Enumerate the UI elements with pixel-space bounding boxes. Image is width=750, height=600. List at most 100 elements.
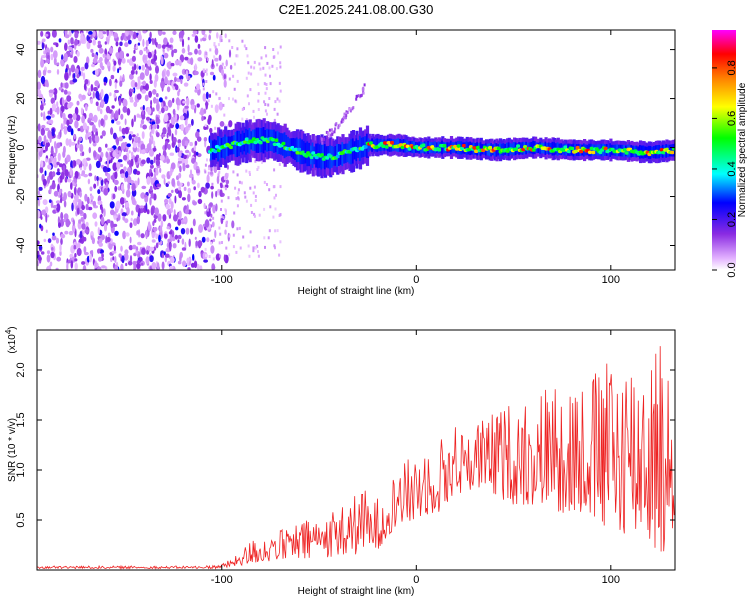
spectrogram-cell: [278, 162, 281, 166]
snr-series-line: [37, 346, 675, 570]
spectrogram-cell: [252, 109, 255, 113]
spectrogram-cell: [81, 261, 86, 265]
colorbar: 0.0 0.2 0.4 0.6 0.8 Normalized spectral ampl…: [712, 30, 748, 278]
spectrogram-cell: [95, 90, 100, 99]
spectrogram-cell: [225, 179, 230, 185]
spectrogram-cell: [41, 42, 45, 50]
spectrogram-cell: [245, 169, 248, 173]
spectrogram-cell: [361, 87, 364, 91]
spectrogram-cell: [575, 145, 580, 150]
spectrogram-cell: [325, 156, 330, 160]
spectrogram-cell: [221, 62, 224, 66]
spectrogram-cell: [160, 134, 166, 138]
spectrogram-cell: [186, 97, 190, 107]
spectrogram-cell: [97, 227, 100, 235]
spectrogram-cell: [54, 157, 57, 163]
spectrogram-cell: [153, 140, 156, 147]
spectrogram-cell: [140, 123, 143, 128]
spectrogram-cell: [265, 54, 268, 58]
spectrogram-cell: [254, 246, 257, 250]
spectrogram-cell: [146, 250, 150, 255]
spectrogram-cell: [314, 155, 320, 160]
spectrogram-cell: [191, 179, 196, 185]
spectrogram-cell: [86, 30, 89, 34]
spectrogram-cell: [38, 194, 43, 201]
spectrogram-cell: [112, 256, 115, 261]
spectrogram-cell: [56, 256, 62, 262]
spectrogram-ylabel: Frequency (Hz): [7, 116, 18, 185]
spectrogram-cell: [76, 247, 82, 257]
spectrogram-cell: [340, 120, 343, 124]
spectrogram-cell: [201, 115, 204, 122]
spectrogram-cell: [343, 112, 346, 116]
spectrogram-cell: [224, 33, 227, 39]
spectrogram-cell: [144, 194, 147, 198]
spectrogram-cell: [40, 251, 45, 255]
spectrogram-cell: [45, 229, 48, 234]
spectrogram-cell: [126, 175, 132, 184]
spectrogram-cell: [111, 110, 114, 118]
spectrogram-cell: [51, 247, 54, 251]
spectrogram-cell: [74, 170, 79, 179]
spectrogram-cell: [156, 124, 160, 129]
spectrogram-cell: [141, 185, 147, 190]
spectrogram-cell: [206, 158, 208, 162]
spectrogram-cell: [72, 219, 76, 226]
spectrogram-cell: [122, 74, 125, 82]
spectrogram-cell: [270, 137, 276, 142]
spectrogram-cell: [130, 158, 134, 167]
spectrogram-cell: [173, 214, 178, 222]
spectrogram-cell: [72, 78, 78, 83]
spectrogram-cell: [279, 240, 282, 244]
spectrogram-cell: [47, 238, 52, 244]
spectrogram-cell: [37, 81, 41, 90]
spectrogram-cell: [60, 123, 64, 132]
spectrogram-cell: [161, 70, 165, 79]
spectrogram-cell: [109, 92, 112, 97]
spectrogram-cell: [345, 116, 347, 120]
spectrogram-cell: [154, 62, 157, 66]
spectrogram-cell: [74, 253, 77, 258]
spectrogram-cell: [385, 139, 389, 151]
spectrogram-cell: [182, 260, 187, 268]
spectrogram-cell: [137, 177, 140, 186]
spectrogram-cell: [90, 84, 94, 92]
spectrogram-cell: [125, 262, 128, 267]
spectrogram-cell: [87, 132, 92, 136]
spectrogram-cell: [103, 81, 107, 86]
spectrogram-cell: [67, 91, 72, 95]
spectrogram-cell: [384, 145, 390, 149]
spectrogram-cell: [74, 32, 79, 39]
spectrogram-cell: [44, 127, 50, 131]
spectrogram-cell: [66, 262, 69, 270]
spectrogram-cell: [187, 181, 190, 187]
spectrogram-cell: [175, 113, 178, 121]
spectrogram-cell: [74, 38, 78, 46]
spectrogram-cell: [253, 214, 256, 218]
spectrogram-cell: [208, 93, 212, 98]
spectrogram-cell: [93, 87, 98, 92]
spectrogram-cell: [137, 241, 142, 246]
spectrogram-cell: [178, 99, 181, 106]
spectrogram-cell: [563, 145, 568, 149]
spectrogram-cell: [155, 116, 160, 125]
spectrogram-cell: [263, 236, 266, 240]
spectrogram-cell: [146, 116, 150, 121]
spectrogram-cell: [134, 156, 138, 163]
spectrogram-cell: [165, 203, 170, 210]
spectrogram-cell: [181, 38, 185, 48]
spectrogram-cell: [79, 191, 82, 198]
spectrogram-cell: [200, 107, 205, 117]
spectrogram-cell: [421, 142, 426, 153]
spectrogram-cell: [275, 67, 278, 71]
spectrogram-cell: [200, 186, 205, 193]
spectrogram-cell: [172, 72, 178, 77]
spectrogram-cell: [80, 32, 84, 40]
spectrogram-cell: [73, 244, 77, 250]
spectrogram-cell: [198, 190, 202, 198]
spectrogram-cell: [174, 128, 178, 136]
spectrogram-cell: [50, 113, 55, 118]
spectrogram-cell: [274, 100, 277, 104]
spectrogram-cell: [52, 205, 58, 209]
spectrogram-cell: [421, 143, 426, 147]
